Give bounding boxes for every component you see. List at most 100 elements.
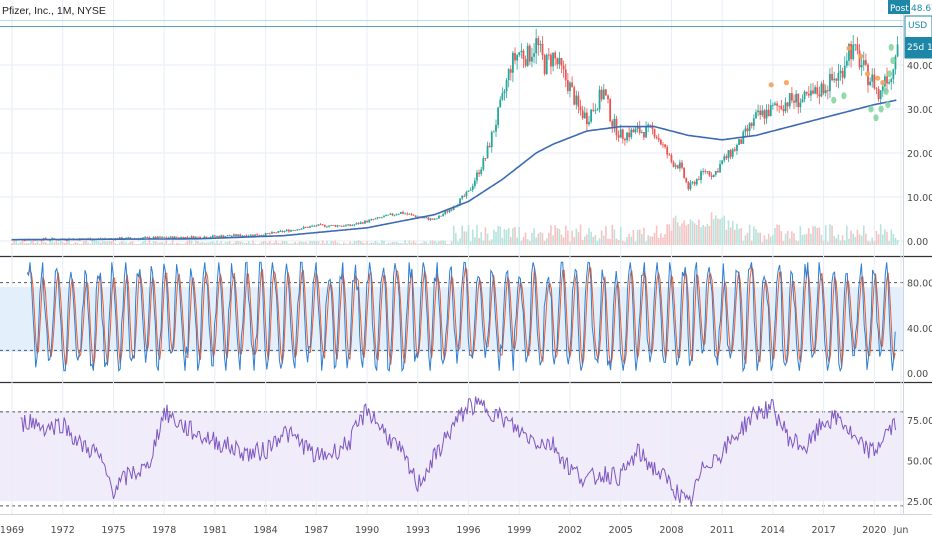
volume-bar [653,232,656,245]
x-tick-label: 1978 [152,525,176,536]
candle-body [256,234,259,236]
volume-bar [368,243,370,245]
volume-bar [797,241,800,245]
volume-bar [509,237,512,245]
candle-body [790,93,793,101]
x-tick-label: 1981 [203,525,227,536]
volume-bar [805,233,808,245]
candle-body [634,128,637,133]
volume-bar [455,232,457,245]
candle-body [864,60,867,65]
candle-body [757,110,759,113]
volume-bar [152,241,155,245]
candle-body [541,43,544,56]
volume-bar [691,221,694,245]
volume-bar [869,241,871,245]
volume-bar [328,243,330,245]
volume-bar [829,224,831,245]
volume-bar [264,241,267,245]
symbol-title[interactable]: Pfizer, Inc., 1M, NYSE [2,5,106,17]
rsi-pane[interactable] [0,385,903,513]
candle-body [869,81,872,86]
volume-bar [250,243,252,245]
candle-body [657,137,660,140]
volume-bar [444,240,447,245]
volume-bar [366,241,368,245]
candle-body [275,232,278,234]
volume-bar [480,232,483,245]
volume-bar [831,225,833,245]
candle-body [799,102,802,108]
candle-body [366,220,368,223]
candle-body [605,89,607,96]
candle-body [723,156,726,161]
candle-body [376,217,379,219]
volume-bar [750,240,753,245]
price-tick-label: 20.00 [907,149,932,160]
candle-body [670,154,673,162]
candle-body [524,59,527,66]
volume-bar [235,241,237,245]
volume-bar [586,234,588,245]
volume-bar [774,228,776,245]
volume-bar [207,242,210,245]
volume-bar [317,241,320,245]
volume-bar [793,233,795,245]
volume-bar [57,242,60,245]
volume-bar [70,243,72,245]
candle-body [664,144,666,147]
volume-bar [330,240,332,245]
candle-body [647,124,650,127]
volume-bar [609,238,611,245]
signal-dot-green [831,96,837,104]
volume-bar [408,240,411,245]
candle-body [91,239,94,241]
volume-bar [465,231,468,245]
candle-body [309,226,311,228]
candle-body [148,237,151,240]
candle-body [888,82,891,84]
volume-bar [106,241,108,245]
volume-bar [387,242,390,245]
candle-body [818,94,821,97]
candle-body [501,93,504,100]
candle-body [235,234,237,237]
candle-body [492,131,495,133]
candle-body [237,234,240,237]
candle-body [404,213,407,215]
candle-body [896,44,899,57]
candle-body [469,189,472,191]
x-tick-label: 1975 [101,525,125,536]
volume-bar [72,243,75,245]
volume-bar [294,242,297,245]
volume-bar [302,241,305,245]
volume-bar [801,234,804,245]
volume-bar [25,242,28,245]
candle-body [710,175,713,177]
volume-bar [611,224,614,245]
volume-bar [712,219,715,245]
candle-body [683,167,686,178]
volume-bar [372,242,375,245]
volume-bar [260,242,263,245]
volume-bar [165,240,168,245]
volume-bar [76,242,79,245]
volume-bar [17,243,20,245]
candle-body [744,128,747,132]
volume-bar [803,234,806,245]
volume-bar [588,228,590,245]
candle-body [550,54,552,67]
candle-body [165,237,168,239]
volume-bar [256,243,258,245]
volume-bar [683,220,685,245]
svg-text:USD: USD [908,21,927,31]
candle-body [668,154,671,156]
candle-body [361,222,364,224]
candle-body [423,217,426,219]
volume-bar [638,229,641,245]
x-tick-label: 2017 [812,525,836,536]
volume-bar [647,235,649,245]
price-pane[interactable] [0,0,903,255]
volume-bar [61,242,64,245]
volume-bar [404,240,406,245]
